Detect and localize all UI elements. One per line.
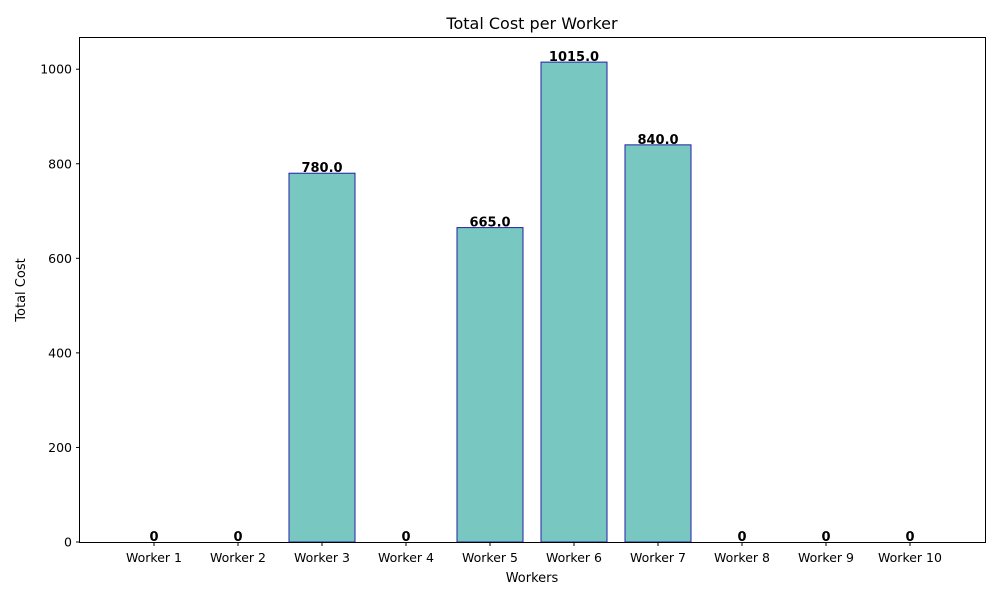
bar-5: [456, 227, 524, 543]
data-label-5: 665.0: [469, 216, 510, 231]
y-tick-label-3: 400: [48, 345, 72, 360]
data-label-10: 0: [905, 530, 914, 545]
x-axis: Worker 1 Worker 2 Worker 3 Worker 4 Worker 5…: [126, 542, 942, 565]
y-tick-label-5: 800: [48, 156, 72, 171]
data-label-6: 1015.0: [549, 50, 599, 65]
bar-6: [540, 61, 608, 543]
x-tick-label-9: Worker 9: [798, 550, 854, 565]
x-tick-label-6: Worker 6: [546, 550, 602, 565]
y-tick-label-2: 200: [48, 440, 72, 455]
data-label-9: 0: [821, 530, 830, 545]
bars-group: [288, 61, 692, 543]
x-tick-label-3: Worker 3: [294, 550, 350, 565]
y-tick-label-1: 0: [64, 535, 72, 550]
data-labels-group: 0 0 780.0 0 665.0 1015.0 840.0 0 0 0: [149, 50, 914, 545]
data-label-7: 840.0: [637, 133, 678, 148]
data-label-1: 0: [149, 530, 158, 545]
y-tick-label-6: 1000: [40, 62, 72, 77]
x-tick-label-7: Worker 7: [630, 550, 686, 565]
data-label-2: 0: [233, 530, 242, 545]
x-tick-label-5: Worker 5: [462, 550, 518, 565]
y-axis: 0 200 400 600 800 1000: [40, 62, 80, 550]
x-tick-label-10: Worker 10: [878, 550, 942, 565]
x-tick-label-8: Worker 8: [714, 550, 770, 565]
plot-frame: [79, 37, 986, 543]
x-tick-label-4: Worker 4: [378, 550, 434, 565]
x-tick-label-2: Worker 2: [210, 550, 266, 565]
x-tick-label-1: Worker 1: [126, 550, 182, 565]
x-axis-label: Workers: [506, 571, 559, 586]
bar-3: [288, 172, 356, 543]
data-label-3: 780.0: [301, 161, 342, 176]
data-label-4: 0: [401, 530, 410, 545]
bar-7: [624, 144, 692, 543]
data-label-8: 0: [737, 530, 746, 545]
y-axis-label: Total Cost: [14, 258, 29, 322]
chart-title: Total Cost per Worker: [445, 14, 618, 33]
y-tick-label-4: 600: [48, 251, 72, 266]
